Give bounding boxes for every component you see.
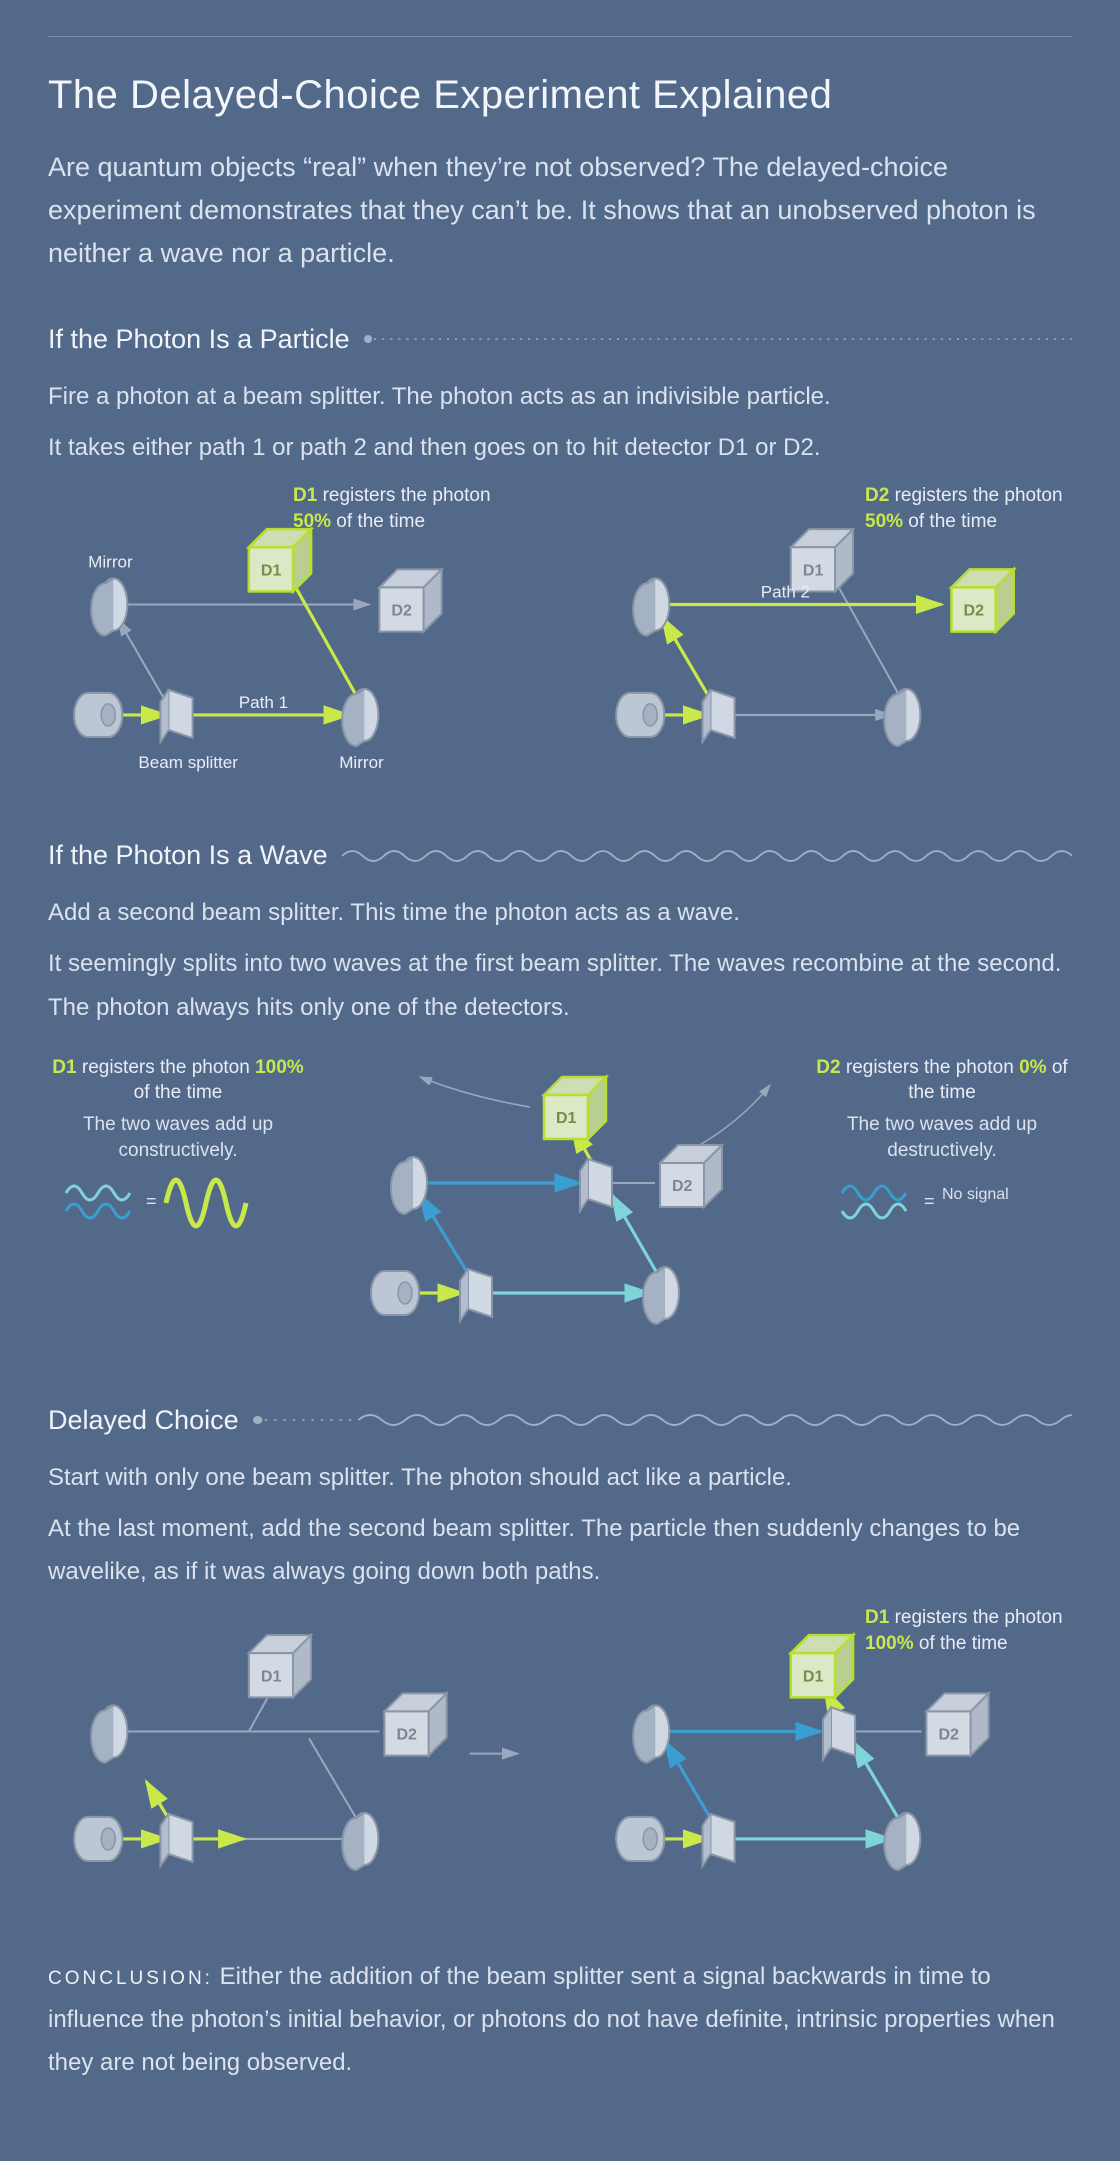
section2-header: If the Photon Is a Wave (48, 840, 1072, 871)
svg-text:Path 2: Path 2 (761, 582, 810, 601)
beam-splitter-icon (823, 1708, 855, 1760)
diagram-path1: D1 registers the photon 50% of the time (48, 489, 530, 790)
svg-text:Mirror: Mirror (339, 753, 384, 772)
detector-d2-icon: D2 (660, 1145, 722, 1207)
intro-text: Are quantum objects “real” when they’re … (48, 146, 1072, 276)
mirror-icon (633, 578, 669, 635)
destructive-wave-icon: = No signal (822, 1173, 1062, 1233)
svg-text:Beam splitter: Beam splitter (138, 753, 238, 772)
beam-splitter-icon (160, 1814, 192, 1866)
svg-text:D2: D2 (672, 1178, 693, 1195)
photon-source-icon (616, 693, 664, 737)
section1-diagrams: D1 registers the photon 50% of the time (48, 489, 1072, 790)
conclusion-text: CONCLUSION: Either the addition of the b… (48, 1955, 1072, 2085)
section2-body1: Add a second beam splitter. This time th… (48, 891, 1072, 934)
section3-body1: Start with only one beam splitter. The p… (48, 1456, 1072, 1499)
svg-text:=: = (924, 1191, 935, 1211)
section3-heading: Delayed Choice (48, 1405, 239, 1436)
mixed-line-icon (253, 1408, 1072, 1432)
caption-d2-50: D2 registers the photon 50% of the time (865, 483, 1075, 534)
diagram-delayed-left: D1 D2 (48, 1613, 530, 1904)
caption-d2-0: D2 registers the photon 0% of the time T… (812, 1055, 1072, 1241)
svg-text:Mirror: Mirror (88, 552, 133, 571)
mirror-icon (633, 1706, 669, 1763)
detector-d1-icon: D1 (544, 1077, 606, 1139)
detector-d1-icon: D1 (249, 1635, 311, 1697)
caption-d1-50: D1 registers the photon 50% of the time (293, 483, 503, 534)
section1-body2: It takes either path 1 or path 2 and the… (48, 426, 1072, 469)
svg-text:D1: D1 (556, 1110, 577, 1127)
svg-text:D1: D1 (803, 1668, 824, 1686)
page-title: The Delayed-Choice Experiment Explained (48, 73, 1072, 118)
mirror-icon (643, 1267, 679, 1324)
mirror-icon (342, 1813, 378, 1870)
diagram-path2: D2 registers the photon 50% of the time (590, 489, 1072, 790)
caption-d1-100: D1 registers the photon 100% of the time… (48, 1055, 308, 1241)
detector-d2-icon: D2 (384, 1694, 446, 1756)
section2-heading: If the Photon Is a Wave (48, 840, 328, 871)
svg-text:D2: D2 (964, 601, 985, 619)
beam-splitter-icon (702, 1814, 734, 1866)
photon-source-icon (74, 693, 122, 737)
top-rule (48, 36, 1072, 37)
mirror-icon (884, 1813, 920, 1870)
diagram-svg-delayed-left: D1 D2 (48, 1613, 530, 1904)
svg-text:D2: D2 (396, 1726, 417, 1744)
svg-text:No signal: No signal (942, 1186, 1009, 1203)
svg-text:D1: D1 (261, 1668, 282, 1686)
section3-header: Delayed Choice (48, 1405, 1072, 1436)
svg-text:D2: D2 (938, 1726, 959, 1744)
beam-splitter-icon (580, 1159, 612, 1211)
svg-text:=: = (146, 1191, 157, 1211)
photon-source-icon (74, 1817, 122, 1861)
section1-header: If the Photon Is a Particle (48, 324, 1072, 355)
svg-text:D1: D1 (261, 561, 282, 579)
svg-text:D2: D2 (391, 601, 412, 619)
constructive-wave-icon: = (58, 1173, 298, 1233)
section2-body2: It seemingly splits into two waves at th… (48, 942, 1072, 1028)
mirror-icon (884, 689, 920, 746)
diagram-svg-wave: D1 D2 (300, 1055, 820, 1355)
svg-text:D1: D1 (803, 561, 824, 579)
mirror-icon (91, 1706, 127, 1763)
section3-diagrams: D1 D2 D1 registers the photon 100% of th… (48, 1613, 1072, 1904)
mirror-icon (342, 689, 378, 746)
detector-d2-icon: D2 (926, 1694, 988, 1756)
beam-splitter-icon (160, 690, 192, 742)
photon-source-icon (371, 1271, 419, 1315)
svg-text:Path 1: Path 1 (239, 693, 288, 712)
diagram-delayed-right: D1 registers the photon 100% of the time (590, 1613, 1072, 1904)
wavy-line-icon (342, 844, 1072, 868)
beam-splitter-icon (702, 690, 734, 742)
detector-d1-icon: D1 (249, 529, 311, 591)
detector-d1-icon: D1 (791, 1635, 853, 1697)
dotted-line-icon (364, 327, 1072, 351)
caption-d1-100b: D1 registers the photon 100% of the time (865, 1605, 1075, 1656)
section2-diagram: D1 registers the photon 100% of the time… (48, 1055, 1072, 1355)
mirror-icon (391, 1157, 427, 1214)
photon-source-icon (616, 1817, 664, 1861)
section1-heading: If the Photon Is a Particle (48, 324, 350, 355)
section1-body1: Fire a photon at a beam splitter. The ph… (48, 375, 1072, 418)
detector-d2-icon: D2 (952, 569, 1014, 631)
section3-body2: At the last moment, add the second beam … (48, 1507, 1072, 1593)
diagram-svg-delayed-right: D1 D2 (590, 1613, 1072, 1904)
beam-splitter-icon (460, 1269, 492, 1321)
detector-d2-icon: D2 (379, 569, 441, 631)
